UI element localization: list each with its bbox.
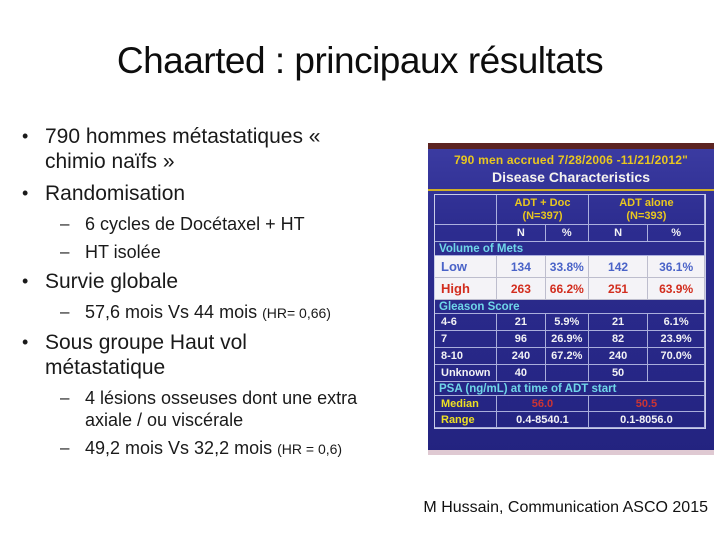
section-title: PSA (ng/mL) at time of ADT start xyxy=(435,382,705,396)
value-cell: 23.9% xyxy=(648,331,705,348)
bullet-subitem: – 49,2 mois Vs 32,2 mois (HR = 0,6) xyxy=(60,437,430,460)
value-cell: 263 xyxy=(497,278,546,300)
value-cell: 142 xyxy=(588,256,649,278)
col-header: % xyxy=(545,225,589,242)
value-cell: 0.1-8056.0 xyxy=(588,412,705,428)
dash-marker: – xyxy=(60,302,70,321)
empty-header-cell xyxy=(435,225,498,242)
survival-months: 49,2 mois Vs 32,2 mois xyxy=(85,438,273,458)
value-cell: 82 xyxy=(588,331,649,348)
bullet-text: 57,6 mois Vs 44 mois (HR= 0,66) xyxy=(85,301,403,324)
value-cell xyxy=(648,365,705,382)
bullet-text: 49,2 mois Vs 32,2 mois (HR = 0,6) xyxy=(85,437,403,460)
bullet-text: Randomisation xyxy=(45,182,186,205)
value-cell: 0.4-8540.1 xyxy=(497,412,589,428)
bullet-item: • 790 hommes métastatiques « chimio naïf… xyxy=(22,124,430,174)
slide-title: Chaarted : principaux résultats xyxy=(116,40,604,81)
row-label: 7 xyxy=(435,331,498,348)
survival-months: 57,6 mois Vs 44 mois xyxy=(85,302,258,322)
bullet-text: Sous groupe Haut vol métastatique xyxy=(45,331,247,379)
col-header: % xyxy=(648,225,705,242)
section-title: Volume of Mets xyxy=(435,242,705,256)
bullet-marker: • xyxy=(22,126,29,146)
value-cell: 67.2% xyxy=(545,348,589,365)
row-label: Low xyxy=(435,256,498,278)
value-cell: 50.5 xyxy=(588,396,705,412)
value-cell: 96 xyxy=(497,331,546,348)
dash-marker: – xyxy=(60,242,70,261)
row-label: 4-6 xyxy=(435,314,498,331)
value-cell: 251 xyxy=(588,278,649,300)
value-cell: 21 xyxy=(588,314,649,331)
photo-edge xyxy=(428,143,714,149)
row-label: High xyxy=(435,278,498,300)
arm1-n: (N=397) xyxy=(522,209,563,222)
value-cell: 50 xyxy=(588,365,649,382)
row-label: Unknown xyxy=(435,365,498,382)
arm1-name: ADT + Doc xyxy=(514,196,571,209)
bullet-text: 6 cycles de Docétaxel + HT xyxy=(85,214,305,234)
bullet-text: Survie globale xyxy=(45,270,179,293)
value-cell xyxy=(545,365,589,382)
value-cell: 36.1% xyxy=(648,256,705,278)
arm2-n: (N=393) xyxy=(626,209,667,222)
bullet-item: • Sous groupe Haut vol métastatique xyxy=(22,330,430,380)
value-cell: 240 xyxy=(588,348,649,365)
value-cell: 134 xyxy=(497,256,546,278)
row-label: Range xyxy=(435,412,498,428)
value-cell: 70.0% xyxy=(648,348,705,365)
bullet-text: 4 lésions osseuses dont une extra axiale… xyxy=(85,388,358,430)
arm2-header-cell: ADT alone (N=393) xyxy=(588,195,705,225)
bullet-subitem: – 57,6 mois Vs 44 mois (HR= 0,66) xyxy=(60,301,430,324)
col-header: N xyxy=(588,225,649,242)
bullet-subitem: – 6 cycles de Docétaxel + HT xyxy=(60,213,430,235)
value-cell: 240 xyxy=(497,348,546,365)
disease-table: ADT + Doc (N=397) ADT alone (N=393) N % … xyxy=(434,194,706,429)
value-cell: 21 xyxy=(497,314,546,331)
bullet-list: • 790 hommes métastatiques « chimio naïf… xyxy=(22,124,430,466)
accrual-title: 790 men accrued 7/28/2006 -11/21/2012" xyxy=(453,153,689,167)
dash-marker: – xyxy=(60,438,70,457)
value-cell: 26.9% xyxy=(545,331,589,348)
bullet-subitem: – HT isolée xyxy=(60,241,430,263)
value-cell: 66.2% xyxy=(545,278,589,300)
dash-marker: – xyxy=(60,214,70,233)
bullet-subitem: – 4 lésions osseuses dont une extra axia… xyxy=(60,387,430,431)
bullet-text: 790 hommes métastatiques « chimio naïfs … xyxy=(45,125,321,173)
value-cell: 40 xyxy=(497,365,546,382)
empty-header-cell xyxy=(435,195,498,225)
bullet-marker: • xyxy=(22,332,29,352)
value-cell: 63.9% xyxy=(648,278,705,300)
arm1-header-cell: ADT + Doc (N=397) xyxy=(497,195,589,225)
value-cell: 6.1% xyxy=(648,314,705,331)
row-label: Median xyxy=(435,396,498,412)
value-cell: 5.9% xyxy=(545,314,589,331)
results-photo: 790 men accrued 7/28/2006 -11/21/2012" D… xyxy=(428,143,714,455)
hr-note: (HR= 0,66) xyxy=(262,305,331,321)
dash-marker: – xyxy=(60,388,70,407)
disease-characteristics-title: Disease Characteristics xyxy=(428,169,714,191)
bullet-text: HT isolée xyxy=(85,242,161,262)
row-label: 8-10 xyxy=(435,348,498,365)
value-cell: 56.0 xyxy=(497,396,589,412)
attribution-text: M Hussain, Communication ASCO 2015 xyxy=(423,499,708,516)
bullet-marker: • xyxy=(22,183,29,203)
hr-note: (HR = 0,6) xyxy=(277,441,343,457)
arm2-name: ADT alone xyxy=(619,196,674,209)
value-cell: 33.8% xyxy=(545,256,589,278)
photo-edge xyxy=(428,450,714,455)
section-title: Gleason Score xyxy=(435,300,705,314)
bullet-marker: • xyxy=(22,271,29,291)
bullet-item: • Survie globale xyxy=(22,269,430,294)
col-header: N xyxy=(497,225,546,242)
bullet-item: • Randomisation xyxy=(22,181,430,206)
